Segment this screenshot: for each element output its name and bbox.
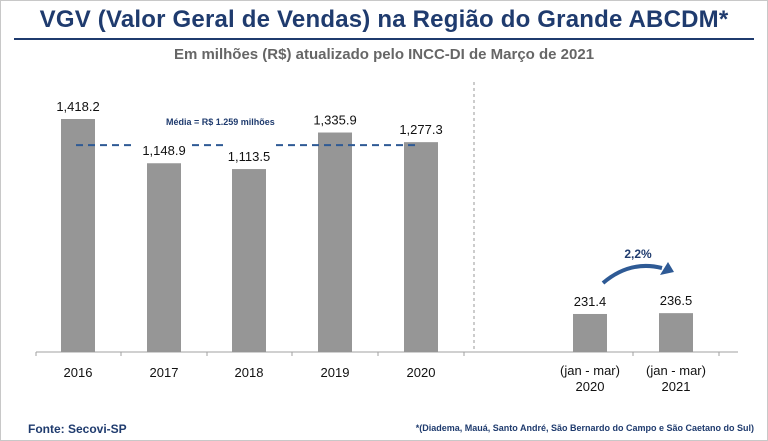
bar-2: [232, 169, 266, 352]
category-label-line: 2017: [150, 365, 179, 380]
chart-title: VGV (Valor Geral de Vendas) na Região do…: [39, 6, 729, 33]
bar-0: [61, 119, 95, 352]
value-label-2: 1,113.5: [228, 149, 270, 164]
title-underline: [14, 38, 754, 40]
value-label-5: 231.4: [574, 294, 607, 309]
category-label-1: 2017: [150, 365, 179, 380]
category-label-line: 2018: [235, 365, 264, 380]
category-label-line: 2020: [407, 365, 436, 380]
category-label-0: 2016: [64, 365, 93, 380]
chart-subtitle: Em milhões (R$) atualizado pelo INCC-DI …: [173, 46, 595, 63]
bar-6: [659, 313, 693, 352]
category-label-line: 2020: [576, 379, 605, 394]
category-label-3: 2019: [321, 365, 350, 380]
category-label-line: 2019: [321, 365, 350, 380]
value-label-6: 236.5: [660, 293, 693, 308]
source-note: Fonte: Secovi-SP: [28, 422, 127, 436]
growth-label: 2,2%: [624, 247, 652, 261]
category-label-5: (jan - mar) 2020: [560, 363, 620, 394]
value-label-0: 1,418.2: [56, 99, 99, 114]
bar-3: [318, 132, 352, 352]
category-label-line: (jan - mar): [560, 363, 620, 378]
growth-arrow: [601, 263, 663, 285]
growth-arrow-head: [660, 262, 674, 275]
footnote: *(Diadema, Mauá, Santo André, São Bernar…: [415, 423, 754, 433]
value-label-1: 1,148.9: [142, 143, 185, 158]
average-label: Média = R$ 1.259 milhões: [166, 117, 275, 127]
value-label-3: 1,335.9: [313, 113, 356, 128]
category-label-6: (jan - mar) 2021: [646, 363, 706, 394]
category-label-4: 2020: [407, 365, 436, 380]
bar-1: [147, 163, 181, 352]
bar-5: [573, 313, 607, 352]
category-label-line: (jan - mar): [646, 363, 706, 378]
category-label-line: 2016: [64, 365, 93, 380]
bar-4: [404, 142, 438, 352]
value-label-4: 1,277.3: [399, 122, 442, 137]
category-label-2: 2018: [235, 365, 264, 380]
category-label-line: 2021: [662, 379, 691, 394]
